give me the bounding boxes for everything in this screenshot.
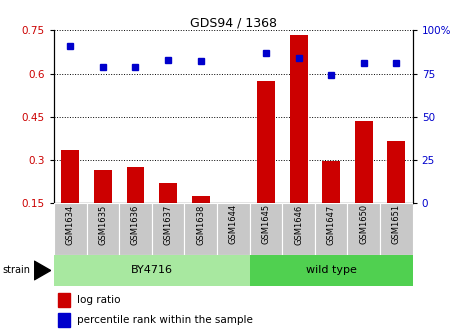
Text: strain: strain (2, 265, 30, 276)
Text: percentile rank within the sample: percentile rank within the sample (77, 316, 253, 325)
Bar (184, 203, 217, 255)
Bar (119, 203, 152, 255)
Text: GSM1646: GSM1646 (294, 204, 303, 245)
Bar (127, 167, 144, 203)
Title: GDS94 / 1368: GDS94 / 1368 (190, 16, 277, 29)
Bar (58, 313, 70, 327)
Text: BY4716: BY4716 (131, 265, 173, 276)
Bar (355, 121, 373, 203)
Text: GSM1651: GSM1651 (392, 204, 401, 245)
Bar (54, 203, 87, 255)
Bar (152, 203, 184, 255)
Bar (87, 203, 119, 255)
Bar (94, 170, 112, 203)
Bar (58, 293, 70, 307)
Bar (257, 81, 275, 203)
Text: GSM1647: GSM1647 (327, 204, 336, 245)
Bar (61, 150, 79, 203)
Polygon shape (34, 261, 51, 280)
Bar (217, 203, 250, 255)
Text: GSM1645: GSM1645 (261, 204, 271, 245)
Text: GSM1636: GSM1636 (131, 204, 140, 245)
Text: GSM1650: GSM1650 (359, 204, 368, 245)
Bar (387, 141, 405, 203)
Bar (315, 203, 348, 255)
Bar (348, 203, 380, 255)
Bar (322, 162, 340, 203)
Text: GSM1634: GSM1634 (66, 204, 75, 245)
Bar (289, 35, 308, 203)
Bar (159, 183, 177, 203)
Text: GSM1637: GSM1637 (164, 204, 173, 245)
Bar (282, 203, 315, 255)
Text: log ratio: log ratio (77, 295, 121, 305)
Text: wild type: wild type (306, 265, 356, 276)
Text: GSM1638: GSM1638 (196, 204, 205, 245)
Bar (192, 196, 210, 203)
Text: GSM1635: GSM1635 (98, 204, 107, 245)
Text: GSM1644: GSM1644 (229, 204, 238, 245)
Bar (380, 203, 413, 255)
Bar (250, 255, 413, 286)
Bar (250, 203, 282, 255)
Bar (54, 255, 250, 286)
